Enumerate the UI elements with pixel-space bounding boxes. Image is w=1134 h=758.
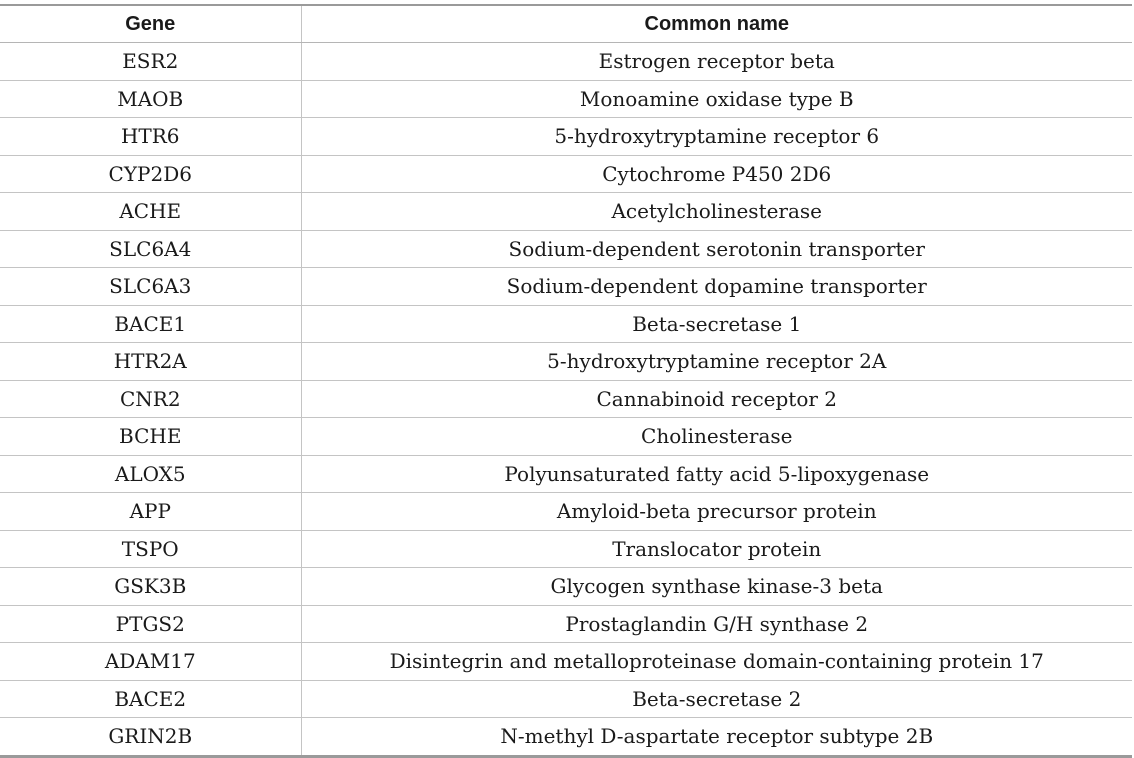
gene-cell: ALOX5	[0, 455, 302, 493]
gene-cell: HTR6	[0, 117, 302, 156]
table-row: ESR2 Estrogen receptor beta	[0, 42, 1132, 81]
gene-cell: BCHE	[0, 417, 302, 456]
common-name-cell: Sodium-dependent serotonin transporter	[301, 230, 1132, 268]
header-gene: Gene	[0, 4, 302, 43]
table-row: SLC6A3 Sodium-dependent dopamine transpo…	[0, 267, 1132, 306]
common-name-cell: Cannabinoid receptor 2	[301, 380, 1132, 418]
header-row: Gene Common name	[0, 4, 1132, 43]
gene-cell: CYP2D6	[0, 155, 302, 193]
table-row: ADAM17 Disintegrin and metalloproteinase…	[0, 642, 1132, 681]
table-row: ALOX5 Polyunsaturated fatty acid 5-lipox…	[0, 455, 1132, 493]
common-name-cell: Cytochrome P450 2D6	[301, 155, 1132, 193]
common-name-cell: Acetylcholinesterase	[301, 192, 1132, 231]
common-name-cell: N-methyl D-aspartate receptor subtype 2B	[301, 717, 1132, 758]
common-name-cell: Prostaglandin G/H synthase 2	[301, 605, 1132, 643]
common-name-cell: Cholinesterase	[301, 417, 1132, 456]
gene-cell: ADAM17	[0, 642, 302, 681]
table-row: HTR2A 5-hydroxytryptamine receptor 2A	[0, 342, 1132, 381]
table-row: HTR6 5-hydroxytryptamine receptor 6	[0, 117, 1132, 156]
table-header: Gene Common name	[0, 4, 1132, 43]
gene-cell: SLC6A4	[0, 230, 302, 268]
gene-cell: BACE2	[0, 680, 302, 718]
table-row: CYP2D6 Cytochrome P450 2D6	[0, 155, 1132, 193]
gene-table: Gene Common name ESR2 Estrogen receptor …	[0, 4, 1132, 758]
gene-cell: CNR2	[0, 380, 302, 418]
common-name-cell: Monoamine oxidase type B	[301, 80, 1132, 118]
table-row: BCHE Cholinesterase	[0, 417, 1132, 456]
table-row: TSPO Translocator protein	[0, 530, 1132, 568]
gene-cell: GRIN2B	[0, 717, 302, 758]
table-body: ESR2 Estrogen receptor beta MAOB Monoami…	[0, 42, 1132, 758]
gene-cell: GSK3B	[0, 567, 302, 606]
table-row: GRIN2B N-methyl D-aspartate receptor sub…	[0, 717, 1132, 758]
table-row: PTGS2 Prostaglandin G/H synthase 2	[0, 605, 1132, 643]
header-common-name: Common name	[301, 4, 1132, 43]
table-row: SLC6A4 Sodium-dependent serotonin transp…	[0, 230, 1132, 268]
table-row: MAOB Monoamine oxidase type B	[0, 80, 1132, 118]
common-name-cell: Beta-secretase 1	[301, 305, 1132, 343]
gene-cell: TSPO	[0, 530, 302, 568]
common-name-cell: 5-hydroxytryptamine receptor 2A	[301, 342, 1132, 381]
gene-cell: ACHE	[0, 192, 302, 231]
common-name-cell: 5-hydroxytryptamine receptor 6	[301, 117, 1132, 156]
common-name-cell: Glycogen synthase kinase-3 beta	[301, 567, 1132, 606]
gene-cell: ESR2	[0, 42, 302, 81]
gene-cell: MAOB	[0, 80, 302, 118]
gene-cell: APP	[0, 492, 302, 531]
gene-cell: PTGS2	[0, 605, 302, 643]
common-name-cell: Polyunsaturated fatty acid 5-lipoxygenas…	[301, 455, 1132, 493]
table-row: CNR2 Cannabinoid receptor 2	[0, 380, 1132, 418]
gene-cell: SLC6A3	[0, 267, 302, 306]
table-row: GSK3B Glycogen synthase kinase-3 beta	[0, 567, 1132, 606]
common-name-cell: Amyloid-beta precursor protein	[301, 492, 1132, 531]
table-row: ACHE Acetylcholinesterase	[0, 192, 1132, 231]
table-row: BACE2 Beta-secretase 2	[0, 680, 1132, 718]
common-name-cell: Disintegrin and metalloproteinase domain…	[301, 642, 1132, 681]
common-name-cell: Beta-secretase 2	[301, 680, 1132, 718]
table-row: APP Amyloid-beta precursor protein	[0, 492, 1132, 531]
common-name-cell: Estrogen receptor beta	[301, 42, 1132, 81]
gene-cell: BACE1	[0, 305, 302, 343]
table-row: BACE1 Beta-secretase 1	[0, 305, 1132, 343]
common-name-cell: Sodium-dependent dopamine transporter	[301, 267, 1132, 306]
common-name-cell: Translocator protein	[301, 530, 1132, 568]
gene-cell: HTR2A	[0, 342, 302, 381]
gene-table-container: Gene Common name ESR2 Estrogen receptor …	[0, 4, 1132, 758]
